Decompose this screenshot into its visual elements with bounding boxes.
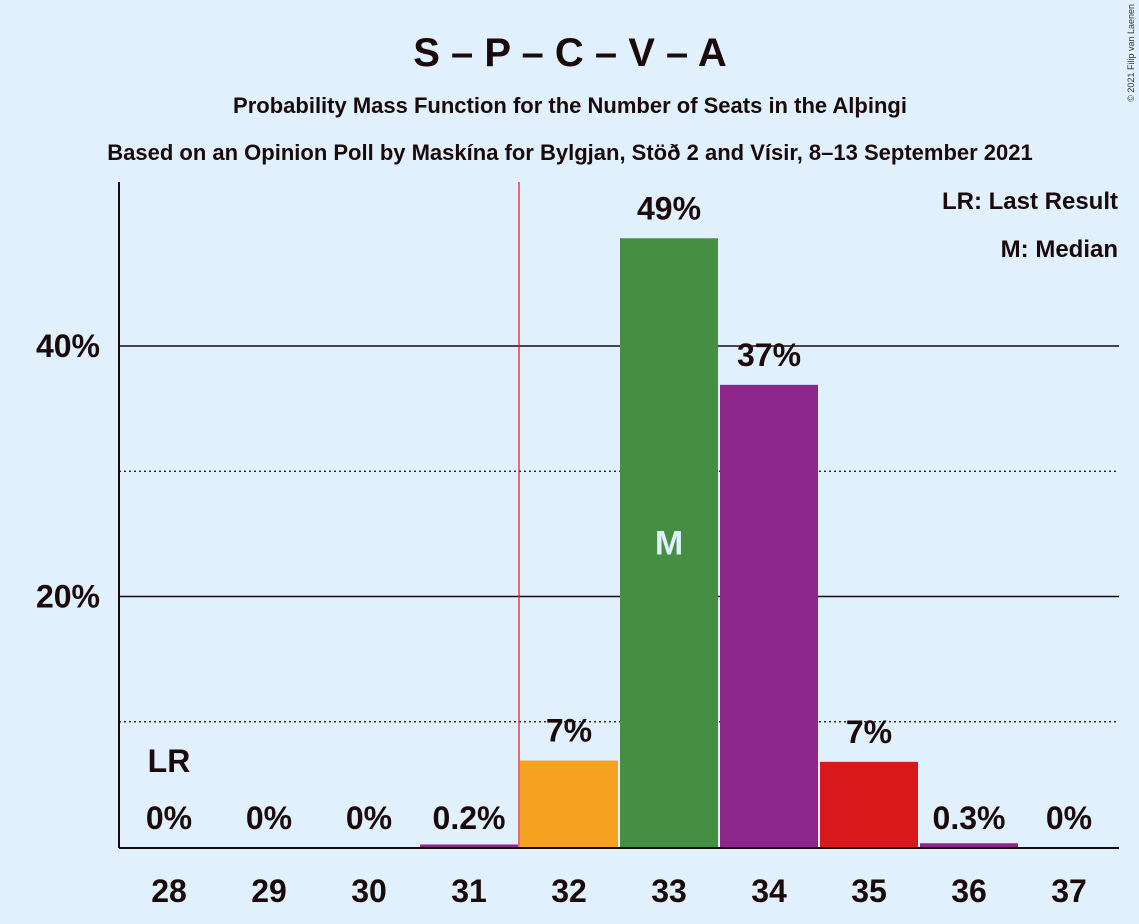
legend-median: M: Median [1001, 236, 1118, 263]
bar-value-label: 0% [246, 800, 292, 836]
x-tick-label: 34 [751, 873, 787, 909]
bar-value-label: 0% [146, 800, 192, 836]
legend-last-result: LR: Last Result [942, 188, 1118, 215]
x-tick-label: 33 [651, 873, 687, 909]
x-tick-label: 29 [251, 873, 287, 909]
bars [420, 238, 1018, 847]
x-tick-label: 35 [851, 873, 887, 909]
bar-labels: 0% LR 0% 0% 0.2% 7% 49% M 37% 7% 0.3% 0% [146, 190, 1092, 836]
y-tick-label: 20% [36, 579, 100, 615]
last-result-label: LR [148, 743, 191, 779]
bar-35 [820, 761, 918, 847]
x-tick-label: 28 [151, 873, 187, 909]
bar-31 [420, 844, 518, 847]
bar-value-label: 0.2% [433, 800, 506, 836]
bar-value-label: 0% [346, 800, 392, 836]
median-marker: M [655, 525, 683, 563]
bar-value-label: 49% [637, 190, 701, 226]
x-tick-label: 31 [451, 873, 487, 909]
copyright-text: © 2021 Filip van Laenen [1126, 4, 1136, 102]
bar-value-label: 37% [737, 337, 801, 373]
chart-source: Based on an Opinion Poll by Maskína for … [107, 140, 1033, 165]
x-tick-label: 36 [951, 873, 987, 909]
bar-value-label: 0% [1046, 800, 1092, 836]
chart-title: S – P – C – V – A [413, 31, 727, 75]
chart-subtitle: Probability Mass Function for the Number… [233, 93, 907, 118]
grid-lines: 20% 40% [36, 328, 1119, 723]
bar-33 [620, 238, 718, 847]
bar-36 [920, 843, 1018, 847]
axes: 28 29 30 31 32 33 34 35 36 37 [118, 182, 1119, 909]
bar-value-label: 0.3% [933, 800, 1006, 836]
x-tick-label: 32 [551, 873, 587, 909]
x-tick-label: 30 [351, 873, 387, 909]
bar-value-label: 7% [546, 713, 592, 749]
bar-34 [720, 384, 818, 847]
y-tick-label: 40% [36, 328, 100, 364]
bar-32 [520, 760, 618, 847]
bar-value-label: 7% [846, 714, 892, 750]
x-tick-label: 37 [1051, 873, 1087, 909]
